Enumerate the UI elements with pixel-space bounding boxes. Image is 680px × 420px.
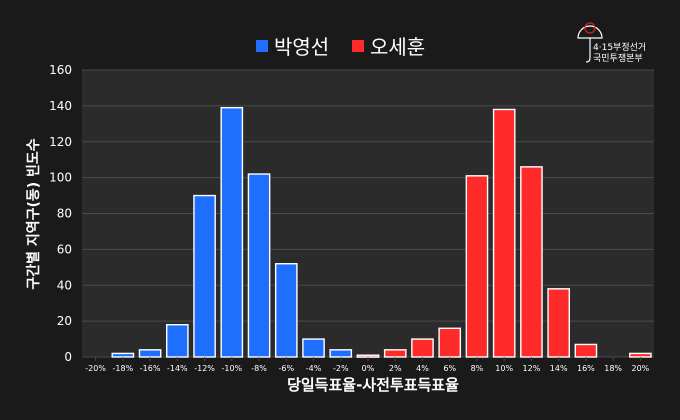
legend-swatch-series-a: [256, 40, 268, 52]
bars: [111, 106, 652, 358]
x-tick-label: 0%: [362, 364, 375, 373]
y-tick-label: 40: [57, 278, 72, 292]
bar-series-b: [465, 175, 489, 358]
x-tick-label: -20%: [85, 364, 106, 373]
bar-series-a: [247, 173, 271, 358]
x-tick-label: 4%: [416, 364, 429, 373]
bar-series-b: [438, 327, 462, 358]
y-tick-label: 120: [49, 135, 72, 149]
y-tick-label: 0: [64, 350, 72, 364]
x-tick-label: 20%: [631, 364, 649, 373]
x-tick-label: 18%: [604, 364, 622, 373]
x-tick-label: 12%: [523, 364, 541, 373]
x-tick-label: -4%: [306, 364, 322, 373]
logo-line-1: 4·15부정선거: [593, 42, 646, 53]
bar-series-a: [220, 106, 244, 358]
legend-label-series-b: 오세훈: [370, 35, 425, 59]
x-tick-label: -16%: [140, 364, 161, 373]
x-tick-label: -14%: [167, 364, 188, 373]
bar-series-a: [302, 338, 325, 358]
y-tick-label: 100: [49, 171, 72, 185]
bar-series-a: [138, 349, 162, 358]
bar-series-b: [356, 354, 380, 358]
x-tick-label: 2%: [389, 364, 402, 373]
y-axis-title: 구간별 지역구(동) 빈도수: [25, 138, 42, 289]
bar-series-b: [520, 166, 543, 358]
bar-series-b: [383, 349, 407, 358]
y-tick-label: 80: [57, 207, 72, 221]
y-axis-ticks: 0 20 40 60 80 100 120 140 160: [49, 63, 72, 364]
x-tick-label: 10%: [495, 364, 513, 373]
x-tick-label: -8%: [251, 364, 267, 373]
bar-series-a: [193, 194, 216, 358]
x-tick-label: -12%: [194, 364, 215, 373]
x-tick-label: 16%: [577, 364, 595, 373]
bar-series-b: [492, 108, 516, 358]
bar-series-b: [574, 343, 598, 358]
y-tick-label: 160: [49, 63, 72, 77]
bar-series-b: [547, 288, 570, 358]
bar-series-a: [274, 263, 298, 358]
logo-line-2: 국민투쟁본부: [593, 53, 643, 64]
grid-lines: [82, 69, 654, 358]
legend-label-series-a: 박영선: [274, 35, 329, 59]
y-tick-label: 60: [57, 242, 72, 256]
logo-seal-icon: [584, 22, 596, 34]
bar-series-b: [629, 352, 652, 358]
x-axis-title: 당일득표율-사전투표득표율: [287, 376, 459, 394]
legend-swatch-series-b: [352, 40, 364, 52]
x-tick-label: 14%: [550, 364, 568, 373]
x-tick-label: 8%: [471, 364, 484, 373]
bar-series-a: [166, 324, 189, 358]
x-tick-label: -2%: [333, 364, 349, 373]
legend: 박영선 오세훈: [256, 35, 425, 59]
x-tick-label: -10%: [221, 364, 242, 373]
y-tick-label: 140: [49, 99, 72, 113]
bar-series-a: [329, 349, 353, 358]
bar-series-b: [411, 338, 434, 358]
x-axis-ticks: -20% -18% -16% -14% -12% -10% -8% -6% -4% -2% 0% 2%…: [85, 357, 650, 373]
umbrella-hook-icon: [585, 57, 591, 63]
y-tick-label: 20: [57, 314, 72, 328]
logo: 4·15부정선거 국민투쟁본부: [577, 22, 646, 64]
x-tick-label: 6%: [443, 364, 456, 373]
umbrella-icon: [577, 25, 603, 39]
x-tick-label: -18%: [113, 364, 134, 373]
x-tick-label: -6%: [278, 364, 294, 373]
bar-series-a: [111, 352, 135, 358]
